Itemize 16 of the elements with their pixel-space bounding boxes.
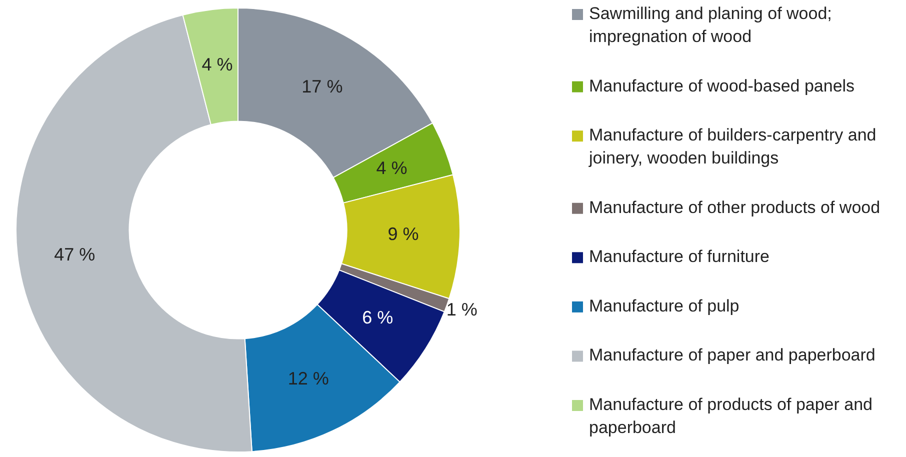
data-label: 6 % [362, 307, 394, 328]
legend-label: Manufacture of furniture [589, 248, 770, 267]
legend-label: Manufacture of wood-based panels [589, 76, 855, 96]
data-label: 17 % [302, 76, 343, 96]
legend-label: Sawmilling and planing of wood; impregnation of wood [589, 4, 832, 46]
legend-label: Manufacture of pulp [589, 296, 740, 316]
data-label: 4 % [376, 158, 408, 178]
legend-label: Manufacture of products of paper and paperboard [589, 395, 873, 438]
legend-label: Manufacture of builders-carpentry and joinery, wooden buildings [588, 126, 876, 168]
legend-label: Manufacture of paper and paperboard [589, 346, 876, 366]
data-label: 4 % [202, 54, 233, 75]
data-label: 1 % [446, 299, 478, 320]
data-label: 12 % [288, 368, 329, 388]
data-label: 47 % [54, 244, 96, 265]
data-label: 9 % [388, 224, 419, 244]
legend-label: Manufacture of other products of wood [589, 198, 880, 218]
